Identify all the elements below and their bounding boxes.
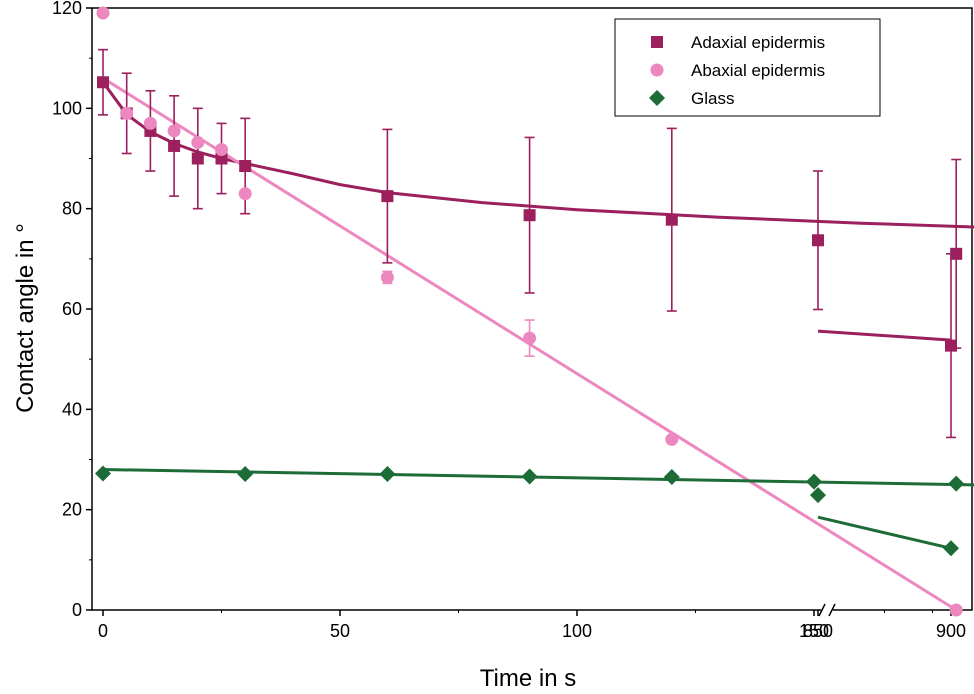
abaxial-epidermis-point (523, 331, 537, 345)
x-tick-label: 150 (799, 621, 829, 641)
abaxial-epidermis-point (949, 603, 963, 617)
abaxial-epidermis-point (143, 116, 157, 130)
abaxial-epidermis-point (238, 187, 252, 201)
abaxial-epidermis-point (380, 270, 394, 284)
glass-point (810, 487, 826, 504)
axis-break-slash (818, 603, 826, 617)
x-axis-title: Time in s (480, 665, 576, 692)
y-tick-label: 40 (62, 399, 82, 419)
x-tick-label: 900 (936, 621, 966, 641)
y-axis: 0 20 40 60 80 100 120 (52, 0, 92, 620)
legend-marker (649, 90, 665, 106)
abaxial-epidermis-point (96, 6, 110, 20)
adaxial-epidermis-point (239, 160, 252, 173)
glass-point (95, 465, 111, 482)
glass-point (806, 473, 822, 490)
adaxial-epidermis-point (950, 247, 963, 260)
glass-fit-line-after-break (817, 515, 952, 550)
y-tick-label: 20 (62, 500, 82, 520)
axis-break-slash (828, 603, 836, 617)
x-tick-label: 50 (330, 621, 350, 641)
y-tick-label: 80 (62, 199, 82, 219)
y-tick-label: 0 (72, 600, 82, 620)
adaxial-epidermis-point (665, 213, 678, 226)
y-axis-title: Contact angle in ° (12, 223, 39, 413)
data-markers (95, 6, 965, 617)
adaxial-epidermis-point (812, 234, 824, 247)
y-tick-label: 120 (52, 0, 82, 18)
x-tick-label: 0 (98, 621, 108, 641)
y-tick-label: 100 (52, 98, 82, 118)
abaxial-epidermis-point (191, 135, 205, 149)
adaxial-epidermis-fit-line-after-break (817, 329, 952, 342)
legend-label: Abaxial epidermis (691, 61, 825, 80)
legend-label: Adaxial epidermis (691, 33, 825, 52)
x-tick-label: 850 (803, 621, 833, 641)
glass-point (943, 540, 959, 557)
glass-point (237, 466, 254, 483)
axis-break-marks (818, 602, 836, 618)
glass-point (521, 468, 538, 485)
x-axis: 050100150200250850900 (98, 610, 966, 641)
adaxial-epidermis-point (381, 190, 394, 203)
x-tick-label: 100 (562, 621, 592, 641)
legend-marker (650, 63, 664, 77)
abaxial-epidermis-point (665, 432, 679, 446)
adaxial-epidermis-point (945, 339, 957, 352)
adaxial-epidermis-point (97, 76, 109, 89)
glass-point (379, 466, 396, 483)
glass-fit-line (102, 468, 974, 487)
legend-marker (651, 36, 663, 48)
fit-lines (101, 76, 974, 612)
adaxial-epidermis-point (215, 152, 228, 165)
abaxial-epidermis-point (120, 106, 134, 120)
glass-point (948, 475, 965, 492)
adaxial-epidermis-point (191, 152, 204, 165)
legend-label: Glass (691, 89, 734, 108)
adaxial-epidermis-point (144, 124, 157, 137)
y-tick-label: 60 (62, 299, 82, 319)
abaxial-epidermis-point (215, 142, 228, 156)
adaxial-epidermis-point (523, 209, 536, 222)
abaxial-epidermis-point (167, 124, 181, 138)
legend: Adaxial epidermis Abaxial epidermis Glass (614, 18, 881, 117)
adaxial-epidermis-point (168, 139, 181, 152)
glass-point (663, 469, 680, 486)
